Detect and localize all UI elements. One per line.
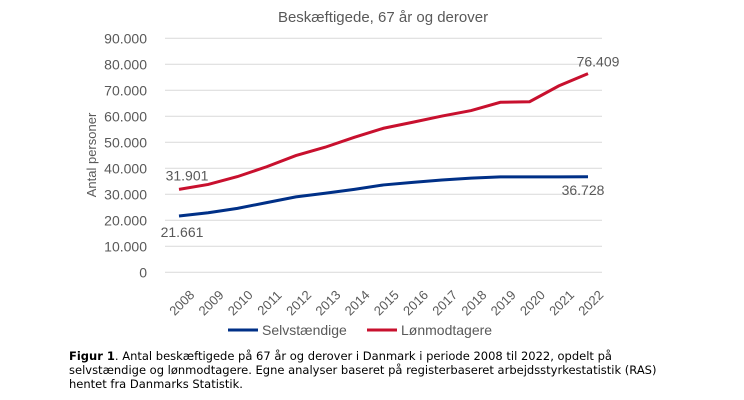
legend-label: Selvstændige bbox=[262, 322, 347, 338]
x-tick-label: 2010 bbox=[225, 287, 256, 318]
y-tick-label: 60.000 bbox=[104, 108, 147, 124]
x-tick-label: 2016 bbox=[400, 287, 431, 318]
x-tick-label: 2011 bbox=[254, 288, 284, 318]
x-tick-label: 2017 bbox=[429, 287, 460, 318]
x-tick-label: 2021 bbox=[546, 287, 577, 318]
y-tick-label: 70.000 bbox=[104, 82, 147, 98]
x-tick-label: 2009 bbox=[196, 287, 227, 318]
x-tick-label: 2008 bbox=[166, 287, 197, 318]
data-label: 76.409 bbox=[577, 54, 620, 70]
series-line-lønmodtagere bbox=[178, 72, 589, 191]
x-tick-label: 2013 bbox=[312, 287, 343, 318]
y-tick-label: 40.000 bbox=[104, 160, 147, 176]
y-axis-label: Antal personer bbox=[84, 112, 99, 197]
y-tick-label: 10.000 bbox=[104, 238, 147, 254]
figure-caption: Figur 1. Antal beskæftigede på 67 år og … bbox=[69, 349, 669, 391]
x-tick-label: 2014 bbox=[342, 287, 373, 318]
caption-label: Figur 1 bbox=[69, 349, 115, 363]
y-tick-label: 80.000 bbox=[104, 56, 147, 72]
data-label: 31.901 bbox=[166, 167, 209, 183]
x-tick-label: 2018 bbox=[458, 287, 489, 318]
data-label: 21.661 bbox=[161, 224, 204, 240]
y-tick-label: 0 bbox=[139, 264, 147, 280]
chart-title: Beskæftigede, 67 år og derover bbox=[278, 9, 488, 26]
x-tick-label: 2015 bbox=[371, 287, 402, 318]
x-tick-label: 2022 bbox=[575, 287, 606, 318]
series-line-selvstændige bbox=[178, 175, 589, 218]
x-tick-label: 2012 bbox=[283, 287, 314, 318]
legend-label: Lønmodtagere bbox=[401, 322, 492, 338]
caption-text: . Antal beskæftigede på 67 år og derover… bbox=[69, 349, 657, 391]
data-label: 36.728 bbox=[562, 182, 605, 198]
y-tick-label: 20.000 bbox=[104, 212, 147, 228]
y-tick-label: 90.000 bbox=[104, 30, 147, 46]
y-tick-label: 50.000 bbox=[104, 134, 147, 150]
x-tick-label: 2019 bbox=[488, 287, 519, 318]
y-tick-label: 30.000 bbox=[104, 186, 147, 202]
x-tick-label: 2020 bbox=[517, 287, 548, 318]
line-chart: Beskæftigede, 67 år og derover Antal per… bbox=[84, 9, 620, 338]
